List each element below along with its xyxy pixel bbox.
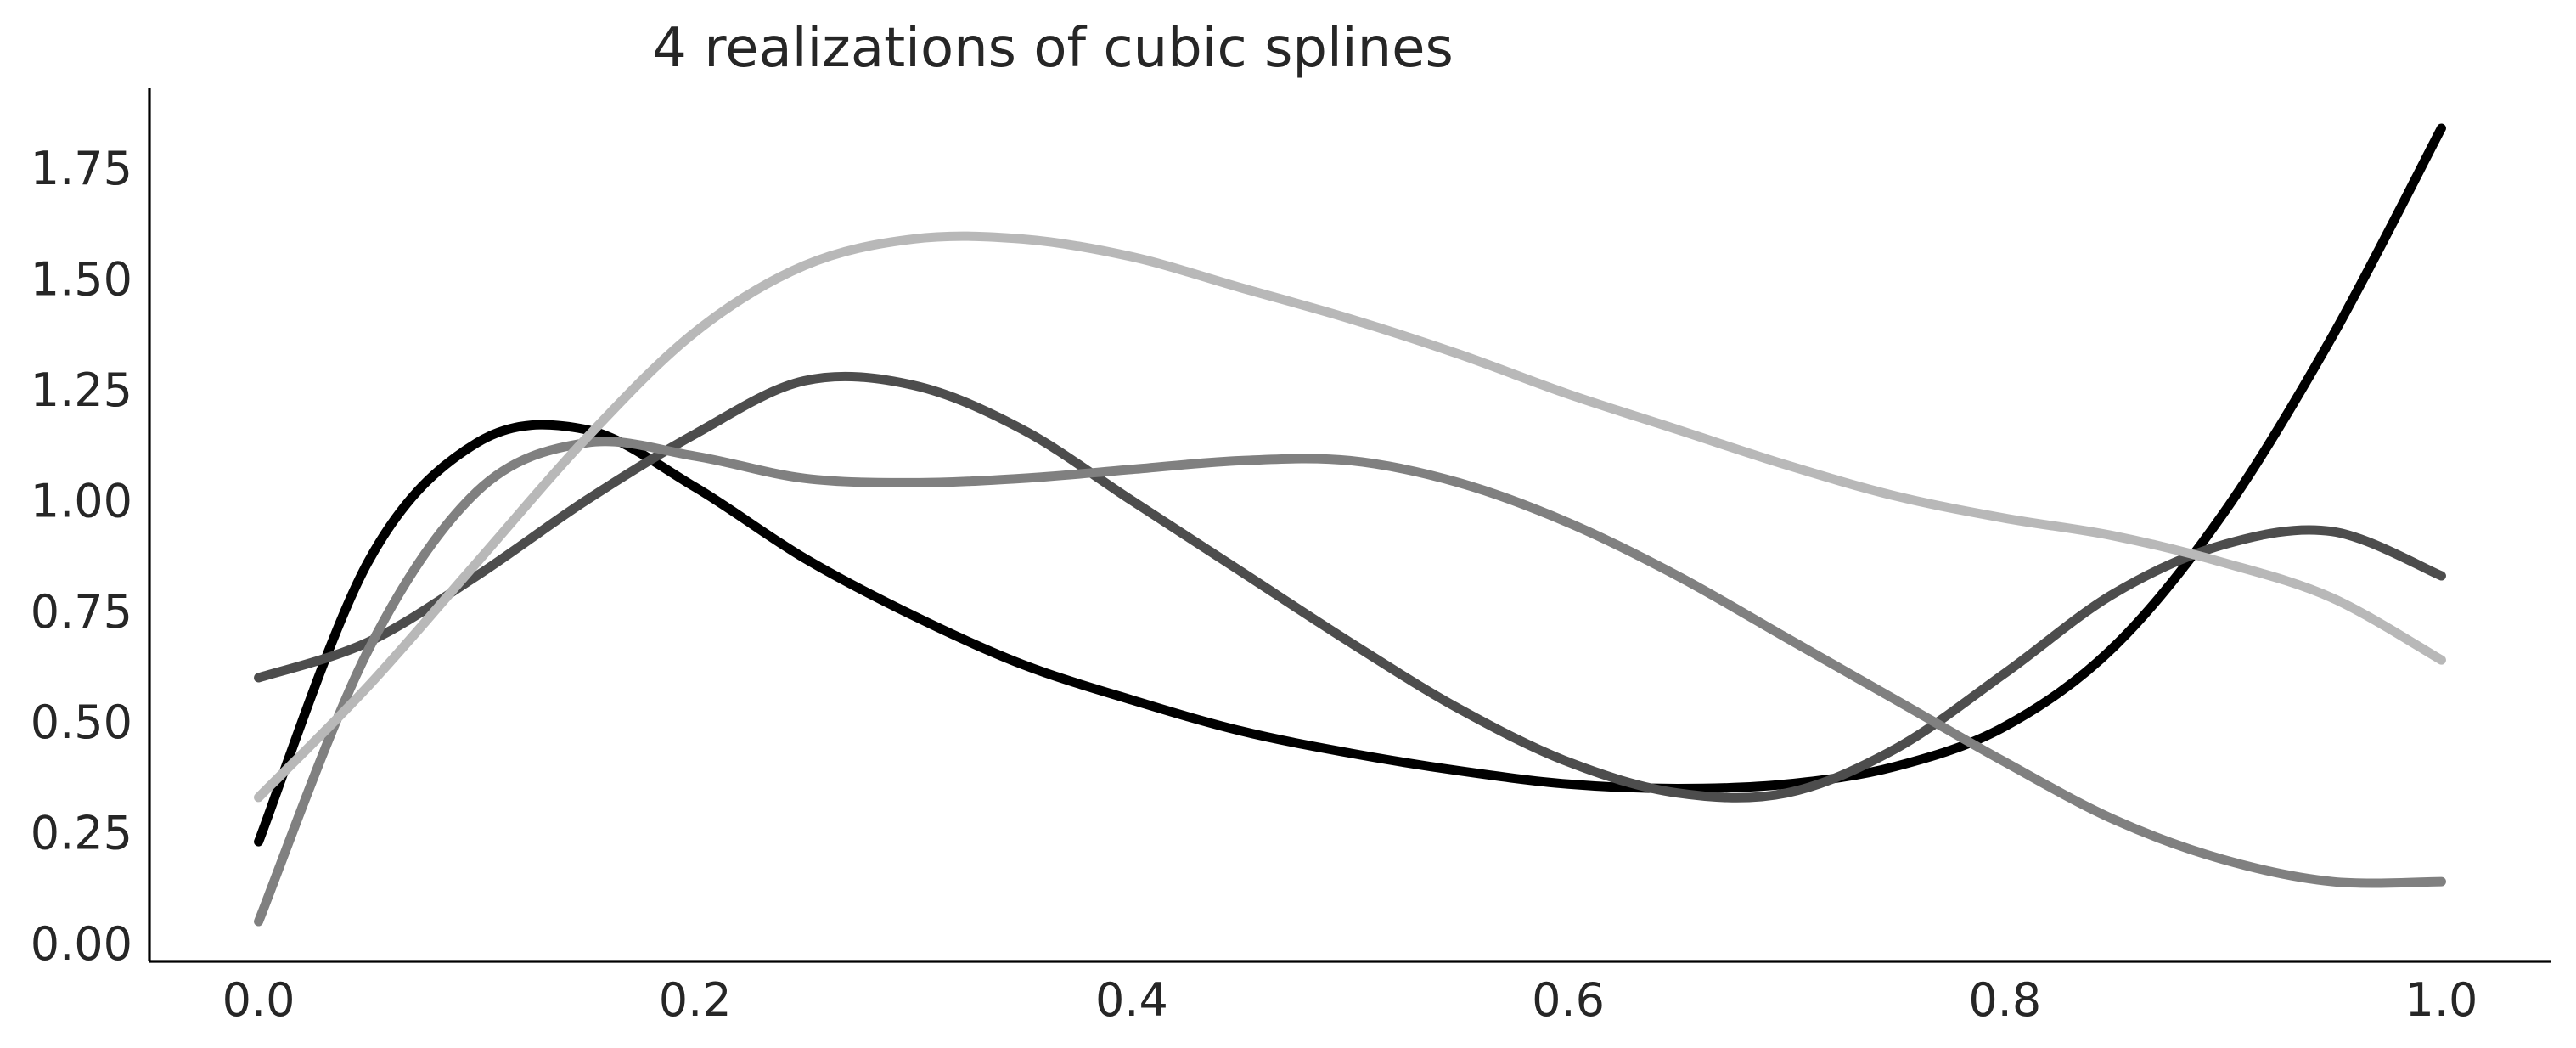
y-tick-label: 0.25	[31, 807, 132, 860]
x-tick-label: 0.6	[1532, 973, 1605, 1027]
x-tick-label: 0.4	[1095, 973, 1168, 1027]
y-tick-label: 0.75	[31, 585, 132, 639]
y-tick-label: 0.50	[31, 696, 132, 749]
x-tick-label: 1.0	[2405, 973, 2478, 1027]
y-tick-label: 1.50	[31, 252, 132, 306]
y-tick-label: 1.25	[31, 363, 132, 417]
chart-title: 4 realizations of cubic splines	[652, 17, 1454, 80]
spline-line-2	[254, 371, 2446, 803]
x-tick-label: 0.0	[222, 973, 295, 1027]
x-tick-labels: 0.0 0.2 0.4 0.6 0.8 1.0	[222, 973, 2478, 1027]
y-tick-labels: 0.00 0.25 0.50 0.75 1.00 1.25 1.50 1.75	[31, 142, 132, 971]
x-tick-label: 0.2	[659, 973, 732, 1027]
series-group	[254, 123, 2446, 927]
x-tick-label: 0.8	[1968, 973, 2041, 1027]
spline-line-3	[254, 437, 2446, 927]
spline-line-4	[254, 231, 2446, 803]
spline-line-1	[254, 123, 2446, 847]
y-tick-label: 0.00	[31, 917, 132, 971]
y-tick-label: 1.00	[31, 474, 132, 527]
y-tick-label: 1.75	[31, 142, 132, 195]
